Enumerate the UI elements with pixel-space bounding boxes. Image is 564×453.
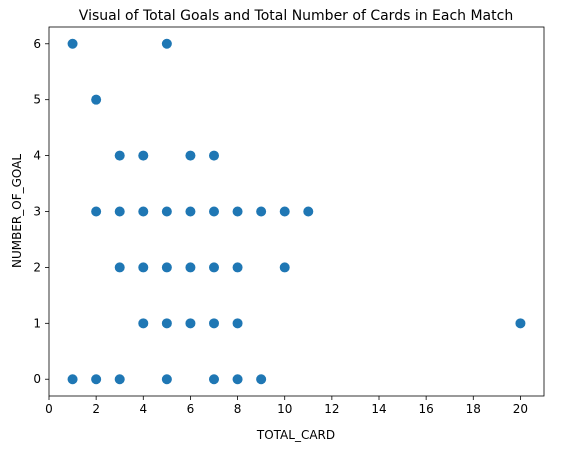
scatter-point xyxy=(138,206,149,217)
scatter-point xyxy=(114,206,125,217)
scatter-point xyxy=(232,262,243,273)
y-tick-label: 6 xyxy=(33,37,41,51)
scatter-point xyxy=(161,206,172,217)
y-tick-label: 1 xyxy=(33,316,41,330)
scatter-point xyxy=(279,206,290,217)
x-tick-label: 10 xyxy=(277,402,292,416)
scatter-point xyxy=(161,374,172,385)
scatter-point xyxy=(91,94,102,105)
x-axis-ticks: 0 2 4 6 8 10 12 14 16 18 20 xyxy=(45,396,528,416)
scatter-point xyxy=(185,150,196,161)
x-tick-label: 2 xyxy=(92,402,100,416)
scatter-point xyxy=(209,150,219,161)
data-points xyxy=(67,38,526,385)
scatter-point xyxy=(232,374,243,385)
scatter-point xyxy=(114,374,125,385)
scatter-point xyxy=(185,206,196,217)
x-tick-label: 0 xyxy=(45,402,53,416)
scatter-point xyxy=(161,262,172,273)
scatter-point xyxy=(161,318,172,329)
x-axis-label: TOTAL_CARD xyxy=(256,428,335,442)
x-tick-label: 16 xyxy=(419,402,434,416)
scatter-point xyxy=(515,318,526,329)
y-axis-ticks: 0 1 2 3 4 5 6 xyxy=(33,37,49,386)
scatter-point xyxy=(91,374,102,385)
scatter-point xyxy=(161,38,172,49)
scatter-point xyxy=(138,262,149,273)
scatter-point xyxy=(303,206,314,217)
y-tick-label: 5 xyxy=(33,93,41,107)
scatter-point xyxy=(114,150,125,161)
scatter-point xyxy=(232,318,243,329)
y-axis-label: NUMBER_OF_GOAL xyxy=(10,154,24,268)
x-tick-label: 18 xyxy=(466,402,481,416)
scatter-point xyxy=(209,206,219,217)
y-tick-label: 2 xyxy=(33,260,41,274)
chart-title: Visual of Total Goals and Total Number o… xyxy=(79,8,513,24)
x-tick-label: 8 xyxy=(234,402,242,416)
scatter-point xyxy=(256,206,267,217)
x-tick-label: 6 xyxy=(187,402,195,416)
x-tick-label: 4 xyxy=(139,402,147,416)
scatter-point xyxy=(209,374,219,385)
x-tick-label: 14 xyxy=(371,402,386,416)
scatter-point xyxy=(232,206,243,217)
y-tick-label: 0 xyxy=(33,372,41,386)
x-tick-label: 12 xyxy=(324,402,339,416)
scatter-point xyxy=(138,150,149,161)
x-tick-label: 20 xyxy=(513,402,528,416)
scatter-point xyxy=(67,38,78,49)
scatter-point xyxy=(209,262,219,273)
y-tick-label: 4 xyxy=(33,149,41,163)
scatter-point xyxy=(185,318,196,329)
scatter-point xyxy=(279,262,290,273)
scatter-point xyxy=(138,318,149,329)
scatter-point xyxy=(185,262,196,273)
scatter-point xyxy=(67,374,78,385)
scatter-point xyxy=(209,318,219,329)
scatter-point xyxy=(114,262,125,273)
scatter-point xyxy=(256,374,267,385)
y-tick-label: 3 xyxy=(33,205,41,219)
scatter-point xyxy=(91,206,102,217)
